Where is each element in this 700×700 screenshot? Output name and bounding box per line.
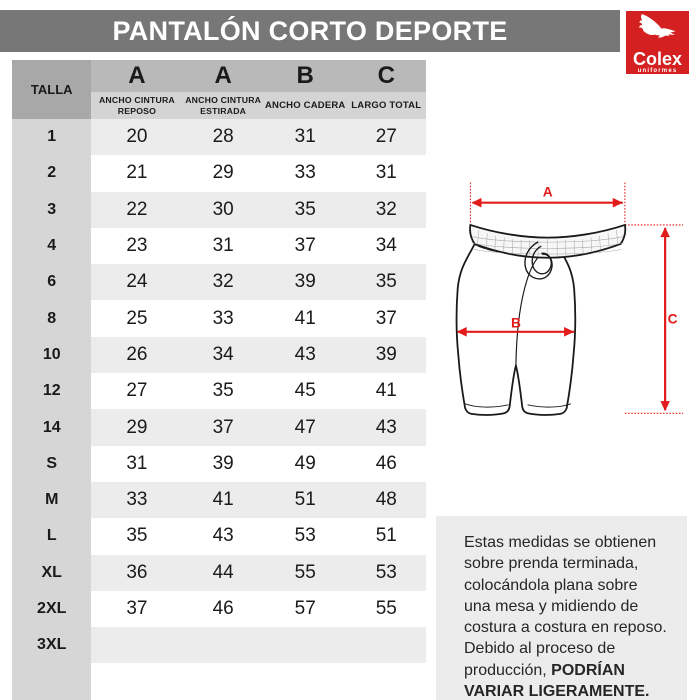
svg-text:C: C <box>668 311 678 326</box>
svg-text:A: A <box>543 184 553 199</box>
svg-text:B: B <box>511 316 521 331</box>
